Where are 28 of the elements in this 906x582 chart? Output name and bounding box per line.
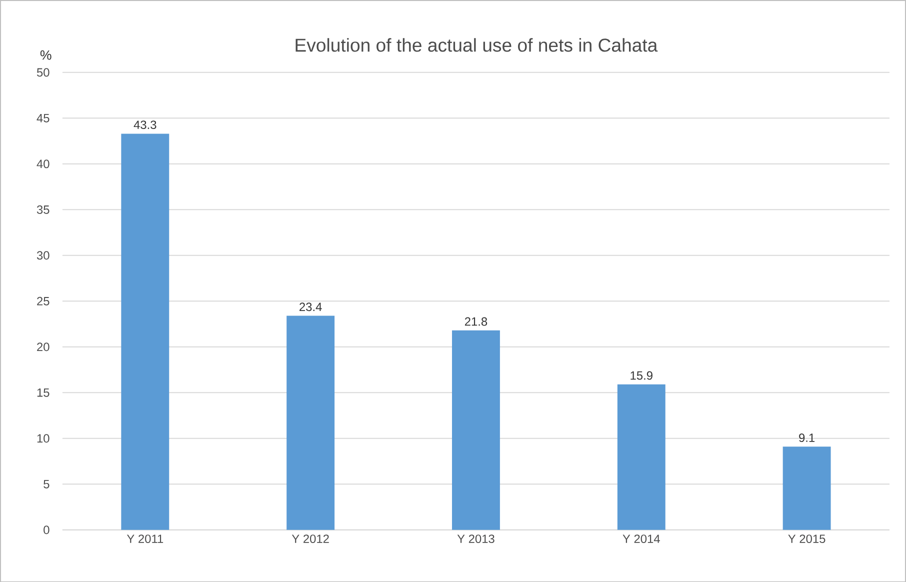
chart-title: Evolution of the actual use of nets in Cahata <box>296 38 658 52</box>
y-tick-label: 25 <box>37 296 50 306</box>
y-tick-label: 45 <box>36 114 50 122</box>
x-tick-label: Y 2013 <box>457 534 494 543</box>
y-axis-title: % <box>40 50 52 60</box>
bar <box>121 134 170 530</box>
x-tick-label: Y 2012 <box>292 534 329 543</box>
data-label: 21.8 <box>464 317 488 326</box>
y-tick-label: 50 <box>36 68 50 76</box>
data-label: 43.3 <box>134 120 156 129</box>
bar <box>782 446 831 530</box>
y-tick-label: 10 <box>37 434 50 442</box>
x-tick-label: Y 2011 <box>126 534 164 543</box>
y-tick-label: 35 <box>36 205 50 214</box>
x-tick-label: Y 2015 <box>788 534 826 543</box>
bar <box>286 316 335 530</box>
x-tick-label: Y 2014 <box>622 534 660 543</box>
data-label: 9.1 <box>799 433 815 442</box>
y-tick-label: 5 <box>44 480 50 488</box>
y-tick-label: 20 <box>37 342 50 351</box>
data-label: 23.4 <box>300 302 322 311</box>
y-tick-label: 40 <box>36 160 50 168</box>
bar <box>452 330 500 530</box>
data-label: 15.9 <box>630 371 652 380</box>
y-tick-label: 0 <box>44 525 50 534</box>
bar <box>617 384 666 530</box>
y-tick-label: 15 <box>37 388 50 397</box>
y-tick-label: 30 <box>36 251 50 260</box>
